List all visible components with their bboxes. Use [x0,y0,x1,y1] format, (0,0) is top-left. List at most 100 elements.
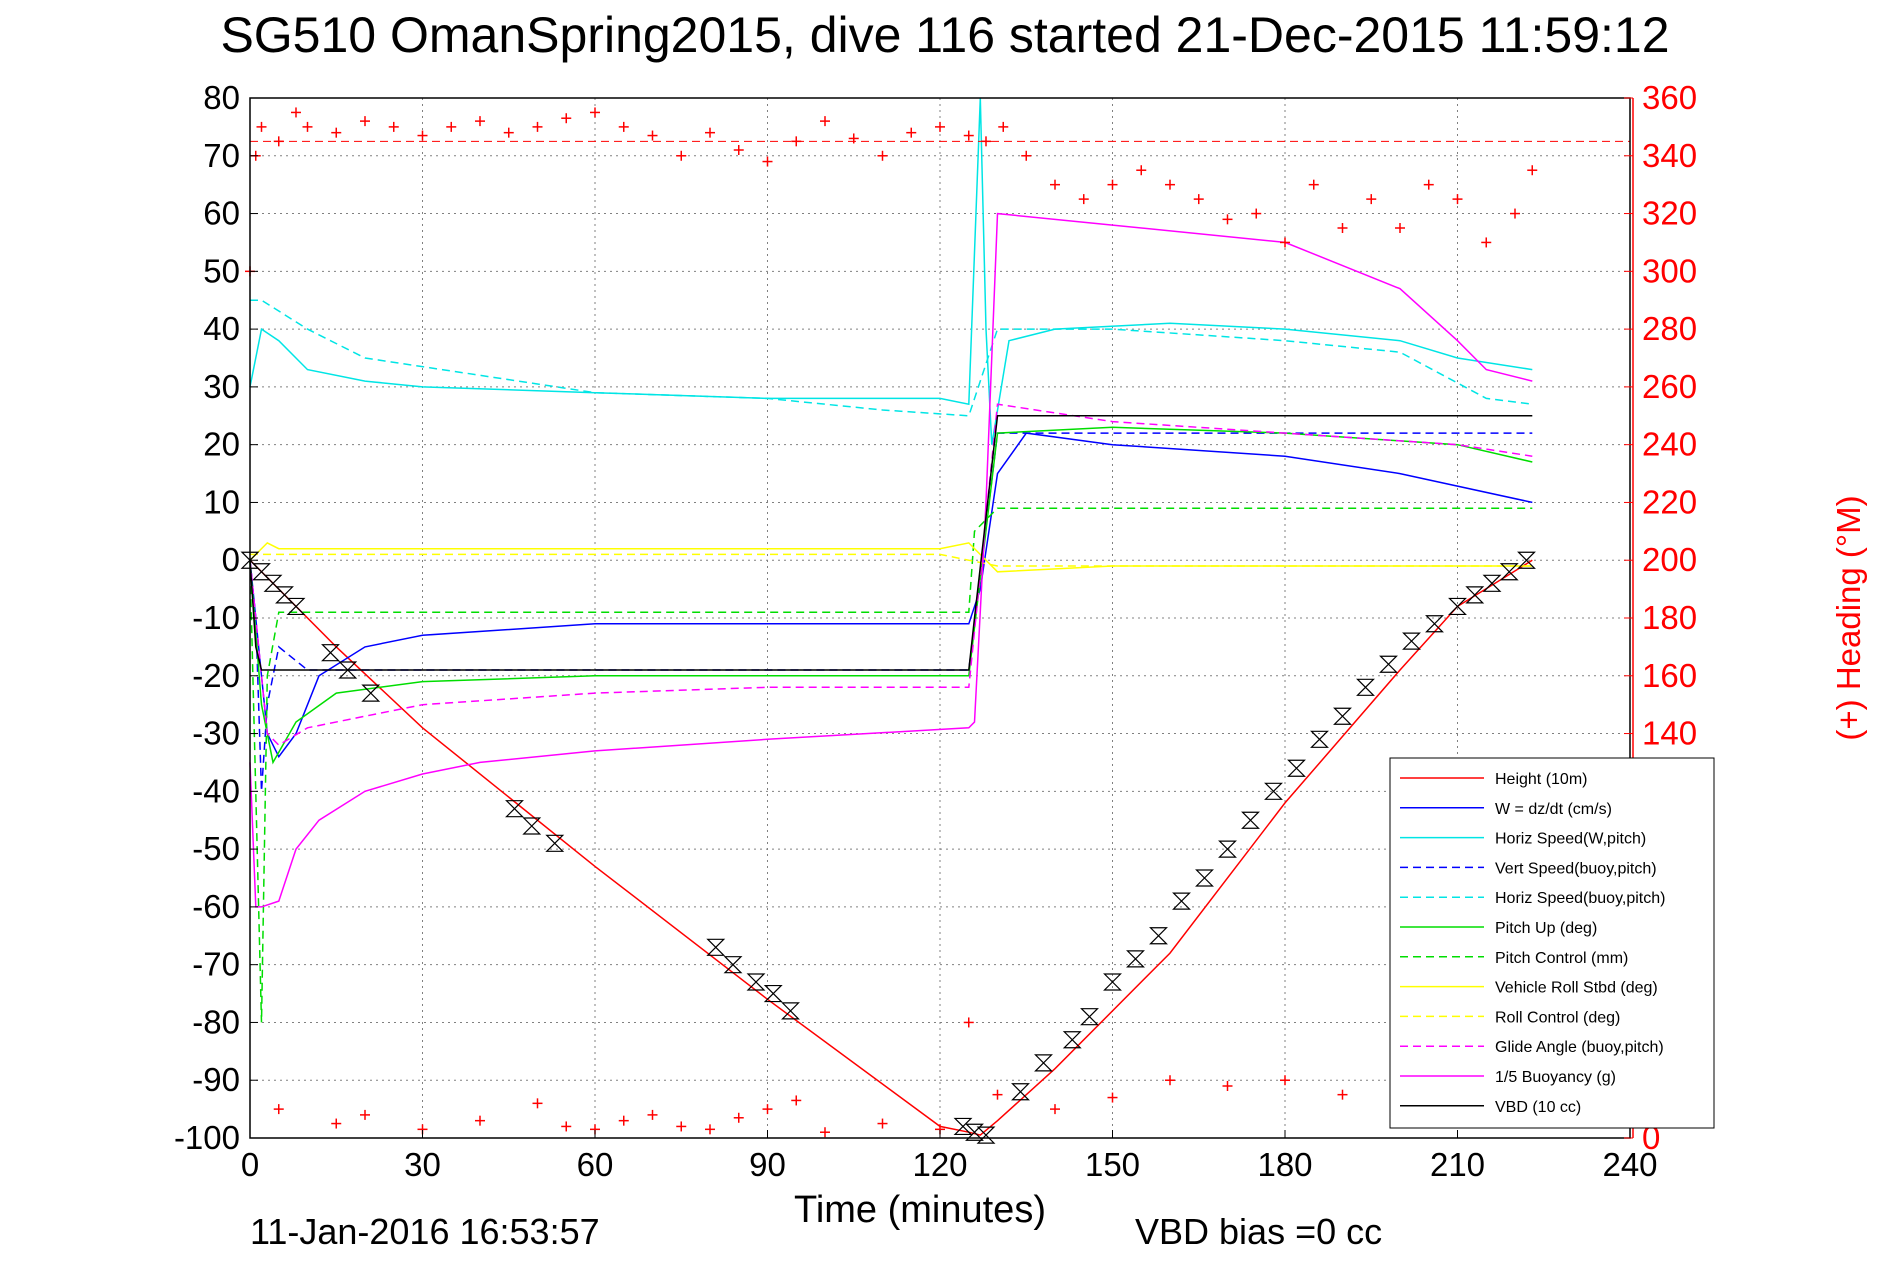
heading-point-low [1337,1089,1348,1100]
heading-point [1423,179,1434,190]
y-right-tick-label: 240 [1642,426,1697,463]
y-right-tick-label: 360 [1642,79,1697,116]
y-tick-label: 80 [203,79,240,116]
legend-label: Roll Control (deg) [1495,1009,1620,1026]
legend: Height (10m) W = dz/dt (cm/s) Horiz Speed(… [1389,757,1715,1129]
heading-point-low [647,1109,658,1120]
y-right-tick-label: 260 [1642,368,1697,405]
depth-marker [781,1002,800,1020]
depth-marker [252,563,271,581]
depth-marker [1356,678,1375,696]
heading-point [291,107,301,118]
heading-point [705,127,715,138]
heading-point-low [618,1115,629,1126]
heading-point [1136,165,1147,176]
depth-marker [953,1117,973,1136]
heading-point [848,133,859,144]
y-right-tick-label: 280 [1642,310,1697,347]
depth-marker [286,597,306,616]
heading-point [561,113,572,124]
depth-marker [1062,1031,1082,1049]
heading-point [1251,208,1262,219]
depth-marker [1310,730,1329,748]
depth-marker [1264,782,1283,800]
legend-label: Pitch Control (mm) [1495,950,1628,967]
heading-point [1395,223,1405,233]
y-right-tick-label: 180 [1642,599,1697,636]
heading-point [503,127,514,138]
heading-point [733,145,744,155]
legend-label: Horiz Speed(buoy,pitch) [1495,890,1665,907]
y-tick-label: -80 [192,1003,240,1040]
depth-marker [1218,840,1237,858]
heading-point-low [705,1124,715,1135]
x-tick-label: 210 [1430,1146,1485,1183]
depth-marker [1402,632,1421,650]
heading-point [331,127,342,138]
heading-point-low [992,1089,1003,1100]
y-right-tick-label: 320 [1642,195,1697,232]
legend-label: Pitch Up (deg) [1495,920,1597,937]
y-tick-label: -90 [192,1061,240,1098]
heading-point-low [1222,1081,1233,1091]
heading-point [906,127,917,138]
depth-marker [1172,892,1191,910]
series-roll-control-deg [250,553,1533,567]
depth-marker [545,834,565,852]
y-tick-label: 40 [203,310,240,347]
series-vbd-10-cc [249,415,1533,671]
y-axis-right-label: (+) Heading (°M) [1830,495,1867,740]
y-tick-label: -50 [192,830,240,867]
depth-marker [1011,1083,1030,1101]
heading-point [618,121,629,132]
y-right-tick-label: 220 [1642,483,1697,520]
depth-marker [723,956,743,974]
depth-marker [1499,563,1519,581]
depth-marker [1103,973,1122,991]
heading-point-low [877,1118,888,1129]
x-tick-label: 150 [1085,1146,1140,1183]
x-tick-label: 240 [1602,1146,1657,1183]
heading-point-low [331,1118,342,1129]
depth-marker [522,817,542,835]
x-tick-label: 60 [577,1146,614,1183]
y-tick-label: 10 [203,483,240,520]
depth-marker [1333,707,1352,725]
footer-vbd-bias: VBD bias =0 cc [1135,1211,1382,1252]
heading-point-low [1050,1104,1060,1115]
heading-point [1527,165,1538,176]
heading-point-low [820,1127,830,1138]
series-layer [249,97,1533,1136]
series-w-dz-dt-cm-s [249,432,1533,759]
heading-point [417,130,428,141]
depth-marker [275,586,294,604]
x-axis-label: Time (minutes) [794,1189,1046,1231]
chart-title: SG510 OmanSpring2015, dive 116 started 2… [220,7,1669,63]
heading-point [532,121,543,132]
heading-point [302,121,313,132]
y-tick-label: -10 [192,599,240,636]
heading-point-low [1280,1075,1290,1086]
depth-marker [1425,615,1444,633]
heading-point-low [1107,1092,1118,1103]
heading-point-low [733,1112,744,1123]
heading-point [388,121,399,132]
y-tick-label: 30 [203,368,240,405]
y-right-tick-label: 200 [1642,541,1697,578]
series-pitch-control-mm [249,507,1533,1023]
heading-point [1280,237,1290,248]
depth-marker [1149,927,1168,945]
heading-point-low [532,1098,543,1109]
depth-marker [1126,950,1145,968]
depth-marker [1482,574,1502,592]
y-tick-label: 0 [222,541,240,578]
heading-point [1481,237,1492,248]
series-horiz-speed-w-pitch [249,97,1533,445]
y-tick-label: -100 [174,1119,240,1156]
legend-label: W = dz/dt (cm/s) [1495,801,1612,818]
heading-point [1222,214,1233,225]
heading-point [762,156,773,167]
depth-marker [1465,586,1485,604]
heading-point-low [791,1095,802,1106]
